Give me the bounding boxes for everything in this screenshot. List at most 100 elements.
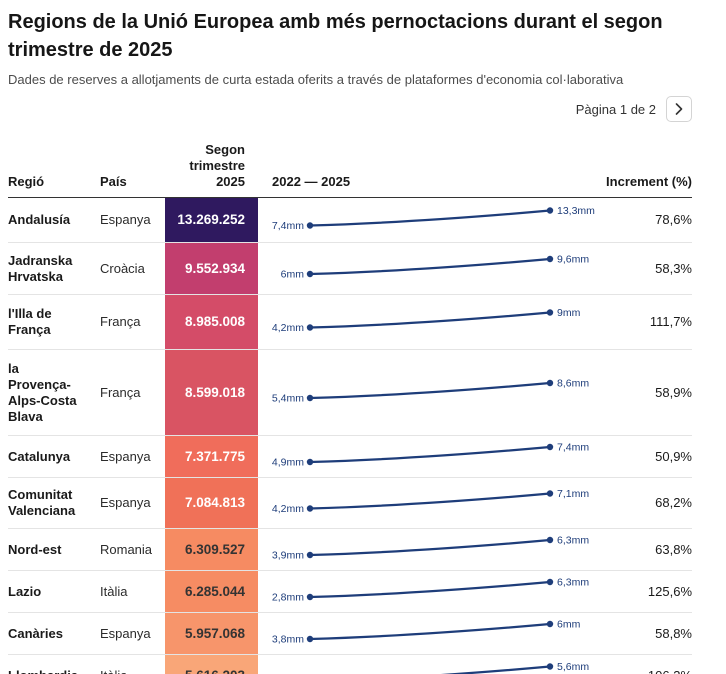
table-row: l'Illa de França França 8.985.008 4,2mm 9m… (8, 294, 692, 350)
sparkline-2022-2025: 7,4mm 13,3mm (272, 205, 595, 232)
spark-start-dot (306, 270, 314, 278)
spark-start-dot (306, 593, 314, 601)
region-name: Llombardia (8, 655, 100, 674)
table-row: Nord-est Romania 6.309.527 3,9mm 6,3mm 63,… (8, 528, 692, 571)
spark-start-dot (306, 394, 314, 402)
chart-title: Regions de la Unió Europea amb més perno… (8, 11, 663, 61)
quarter-value-heatmap-cell: 8.599.018 (165, 349, 258, 436)
country-name: Itàlia (100, 583, 128, 599)
spark-start-dot (306, 505, 314, 512)
spark-end-dot (546, 443, 554, 451)
spark-end-label: 9mm (557, 307, 581, 319)
sparkline-cell: 6mm 9,6mm (258, 243, 598, 295)
column-header-2022-2025: 2022 — 2025 (272, 174, 351, 189)
region-name: l'Illa de França (8, 306, 52, 337)
spark-end-label: 5,6mm (557, 661, 589, 673)
sparkline-cell: 4,2mm 7,1mm (258, 478, 598, 529)
increment-value: 50,9% (655, 448, 692, 464)
increment-value: 68,2% (655, 495, 692, 510)
spark-start-label: 7,4mm (272, 220, 304, 232)
sparkline-cell: 4,2mm 9mm (258, 295, 598, 350)
spark-end-dot (546, 490, 554, 497)
region-name: Andalusía (8, 212, 71, 227)
increment-value: 58,9% (655, 384, 692, 400)
spark-start-label: 2,8mm (272, 592, 304, 604)
quarter-value-heatmap-cell: 8.985.008 (165, 294, 258, 350)
spark-end-dot (546, 255, 554, 263)
sparkline-cell: 3,9mm 6,3mm (258, 529, 598, 571)
table-row: Lazio Itàlia 6.285.044 2,8mm 6,3mm 125,6% (8, 570, 692, 613)
spark-end-label: 7,1mm (557, 488, 589, 500)
sparkline-2022-2025: 3,8mm 6mm (272, 619, 581, 646)
column-header-segon-trimestre: Segon trimestre 2025 (189, 142, 245, 189)
next-page-button[interactable] (666, 96, 692, 122)
chart-subtitle: Dades de reserves a allotjaments de curt… (8, 72, 624, 87)
spark-end-dot (546, 663, 554, 670)
spark-end-label: 6,3mm (557, 535, 589, 547)
spark-end-label: 6mm (557, 619, 581, 631)
quarter-value-heatmap-cell: 7.084.813 (165, 477, 258, 529)
increment-value: 58,8% (655, 625, 692, 641)
table-row: Catalunya Espanya 7.371.775 4,9mm 7,4mm 50… (8, 435, 692, 478)
sparkline-cell: 4,9mm 7,4mm (258, 436, 598, 478)
spark-end-label: 8,6mm (557, 378, 589, 390)
spark-end-label: 9,6mm (557, 254, 589, 266)
spark-start-label: 3,9mm (272, 550, 304, 562)
spark-end-dot (546, 207, 554, 214)
pagination: Pàgina 1 de 2 (8, 96, 692, 122)
country-name: Romania (100, 541, 153, 557)
country-name: França (100, 384, 141, 400)
quarter-value-heatmap-cell: 6.285.044 (165, 570, 258, 613)
sparkline-2022-2025: 4,2mm 7,1mm (272, 488, 589, 515)
region-name: Jadranska Hrvatska (8, 252, 73, 284)
region-name: Catalunya (8, 448, 71, 464)
sparkline-2022-2025: 5,4mm 8,6mm (272, 378, 589, 405)
sparkline-2022-2025: 2,8mm 6,3mm (272, 577, 589, 604)
country-name: França (100, 314, 141, 329)
spark-end-label: 7,4mm (557, 442, 589, 454)
table-row: Canàries Espanya 5.957.068 3,8mm 6mm 58,8% (8, 612, 692, 655)
country-name: Espanya (100, 448, 151, 464)
country-name: Croàcia (100, 260, 145, 276)
table-header-row: Regió País Segon trimestre 2025 2022 — 2… (8, 142, 692, 198)
table-row: LlombardiaItàlia5.616.203 2,7mm 5,6mm 10… (8, 654, 692, 674)
increment-value: 125,6% (647, 583, 692, 599)
spark-start-dot (306, 551, 314, 559)
country-name: Itàlia (100, 655, 165, 674)
spark-end-dot (546, 536, 554, 544)
sparkline-2022-2025: 4,2mm 9mm (272, 307, 581, 334)
spark-end-dot (546, 309, 554, 316)
column-header-pais: País (100, 174, 127, 189)
table-row: Jadranska Hrvatska Croàcia 9.552.934 6mm 9… (8, 242, 692, 295)
sparkline-cell: 2,8mm 6,3mm (258, 571, 598, 613)
table-row: la Provença-Alps-Costa Blava França 8.599.… (8, 349, 692, 436)
sparkline-cell: 3,8mm 6mm (258, 613, 598, 655)
spark-end-dot (546, 379, 554, 387)
spark-start-dot (306, 222, 314, 229)
spark-start-label: 4,9mm (272, 457, 304, 469)
region-name: Nord-est (8, 541, 62, 557)
quarter-value-heatmap-cell: 13.269.252 (165, 197, 258, 243)
pagination-label: Pàgina 1 de 2 (575, 101, 656, 117)
spark-end-label: 13,3mm (557, 205, 595, 217)
column-header-increment: Increment (%) (606, 174, 692, 189)
increment-value: 63,8% (655, 541, 692, 557)
table-row: Andalusía Espanya 13.269.252 7,4mm 13,3mm … (8, 197, 692, 243)
spark-end-dot (546, 620, 554, 628)
increment-value: 111,7% (649, 314, 692, 329)
quarter-value-heatmap-cell: 5.957.068 (165, 612, 258, 655)
region-name: Canàries (8, 625, 63, 641)
sparkline-cell: 2,7mm 5,6mm (258, 655, 598, 674)
increment-value: 106,3% (598, 655, 692, 674)
country-name: Espanya (100, 495, 151, 510)
increment-value: 78,6% (655, 212, 692, 227)
table-row: Comunitat Valenciana Espanya 7.084.813 4,2… (8, 477, 692, 529)
spark-start-label: 6mm (281, 269, 305, 281)
spark-start-label: 3,8mm (272, 634, 304, 646)
increment-value: 58,3% (655, 260, 692, 276)
sparkline-cell: 5,4mm 8,6mm (258, 350, 598, 436)
region-name: la Provença-Alps-Costa Blava (8, 360, 77, 424)
sparkline-2022-2025: 2,7mm 5,6mm (440, 661, 589, 674)
spark-start-dot (306, 635, 314, 643)
